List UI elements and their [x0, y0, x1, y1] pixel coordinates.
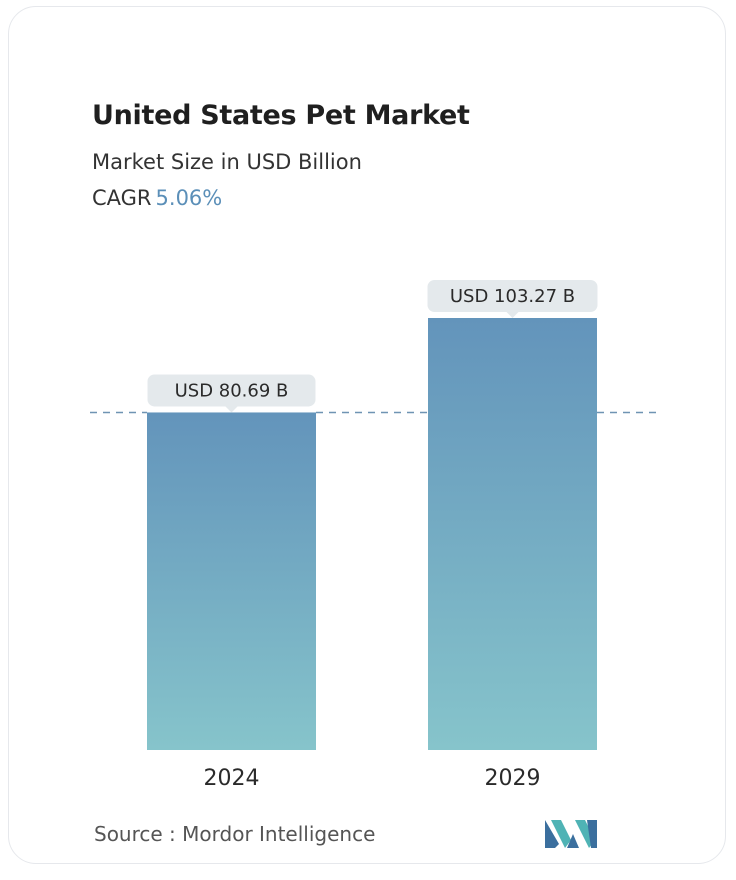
data-label-2029: USD 103.27 B [450, 286, 575, 307]
cagr-line: CAGR 5.06% [92, 186, 222, 210]
data-label-box-2024 [147, 374, 316, 407]
cagr-label: CAGR [92, 186, 152, 210]
chart-card [8, 6, 726, 864]
x-tick-label-2029: 2029 [485, 766, 541, 791]
mordor-intelligence-logo-icon [545, 820, 597, 848]
bar-2029 [428, 318, 597, 750]
chart-title: United States Pet Market [92, 100, 470, 131]
cagr-value: 5.06% [155, 186, 223, 210]
bar-2024 [147, 412, 316, 750]
x-tick-label-2024: 2024 [204, 766, 260, 791]
data-label-pointer-2029 [506, 312, 519, 318]
chart-subtitle: Market Size in USD Billion [92, 150, 362, 174]
data-label-2024: USD 80.69 B [175, 380, 289, 401]
source-text: Source : Mordor Intelligence [94, 822, 376, 846]
data-label-pointer-2024 [225, 406, 238, 413]
data-label-box-2029 [427, 280, 598, 312]
